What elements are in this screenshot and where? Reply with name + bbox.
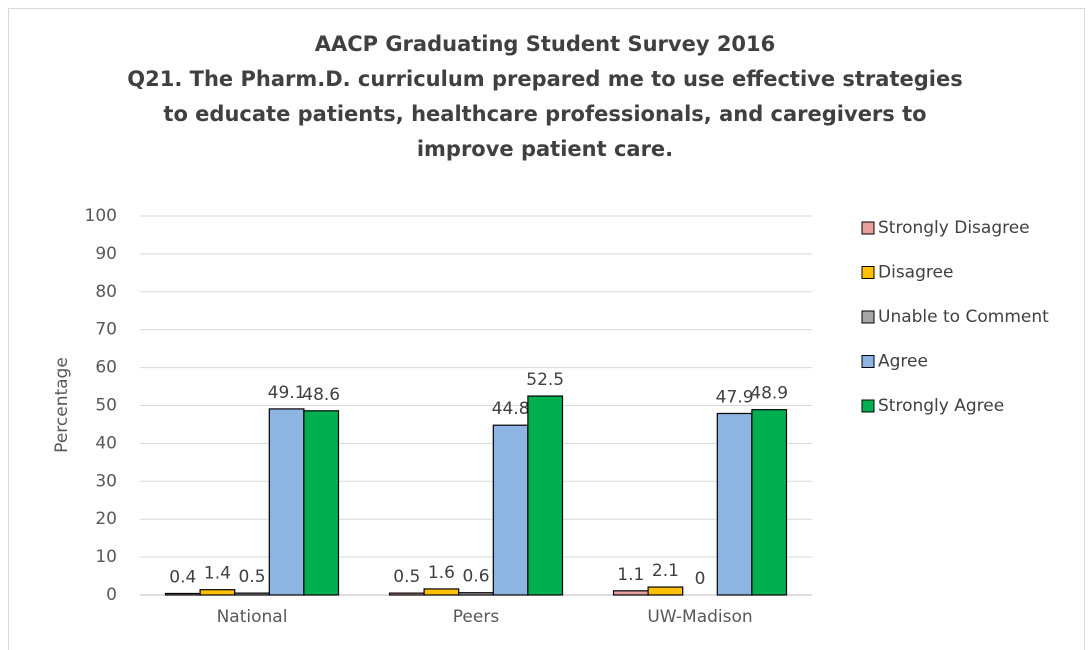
data-label: 2.1 — [652, 561, 679, 581]
bar — [716, 412, 753, 596]
y-tick-label: 10 — [95, 547, 117, 567]
data-label: 52.5 — [526, 370, 564, 390]
bar — [751, 409, 788, 596]
y-axis-label: Percentage — [52, 357, 72, 453]
legend-swatch — [861, 399, 875, 413]
bar — [423, 588, 460, 596]
data-label: 0.4 — [169, 567, 196, 587]
y-tick-label: 40 — [95, 433, 117, 453]
bar — [199, 589, 236, 596]
legend-swatch — [861, 310, 875, 324]
y-tick-label: 80 — [95, 282, 117, 302]
data-label: 47.9 — [716, 387, 754, 407]
y-tick-label: 20 — [95, 509, 117, 529]
y-tick-label: 100 — [85, 206, 117, 226]
data-label: 1.6 — [428, 563, 455, 583]
data-label: 0 — [695, 569, 706, 589]
x-tick-label: National — [217, 607, 288, 627]
bar — [303, 410, 340, 596]
legend-label: Agree — [878, 352, 928, 372]
y-tick-label: 60 — [95, 358, 117, 378]
x-tick-label: UW-Madison — [647, 607, 752, 627]
legend-label: Strongly Disagree — [878, 218, 1030, 238]
chart-subtitle: to educate patients, healthcare professi… — [163, 102, 926, 126]
chart-title: AACP Graduating Student Survey 2016 — [315, 32, 776, 56]
bar — [388, 592, 425, 596]
data-label: 49.1 — [268, 383, 306, 403]
bar — [527, 395, 564, 596]
data-label: 48.6 — [302, 385, 340, 405]
data-label: 48.9 — [750, 384, 788, 404]
data-label: 0.6 — [462, 567, 489, 587]
data-label: 0.5 — [238, 567, 265, 587]
bar — [647, 586, 684, 596]
legend-label: Strongly Agree — [878, 396, 1004, 416]
data-label: 44.8 — [492, 399, 530, 419]
bar — [234, 592, 270, 596]
y-tick-label: 50 — [95, 396, 117, 416]
bar — [612, 590, 649, 596]
y-tick-label: 0 — [106, 585, 117, 605]
chart-subtitle: improve patient care. — [417, 137, 673, 161]
chart-subtitle: Q21. The Pharm.D. curriculum prepared me… — [127, 67, 962, 91]
bar — [458, 592, 494, 596]
data-label: 1.4 — [204, 564, 231, 584]
legend-label: Disagree — [878, 263, 953, 283]
legend-label: Unable to Comment — [878, 307, 1049, 327]
bar — [268, 408, 305, 596]
y-tick-label: 90 — [95, 244, 117, 264]
bar — [492, 424, 529, 596]
legend-swatch — [861, 221, 875, 235]
data-label: 0.5 — [393, 567, 420, 587]
y-tick-label: 70 — [95, 320, 117, 340]
x-tick-label: Peers — [453, 607, 500, 627]
legend-swatch — [861, 355, 875, 368]
legend-swatch — [861, 266, 875, 279]
data-label: 1.1 — [617, 565, 644, 585]
y-tick-label: 30 — [95, 471, 117, 491]
bar — [164, 592, 201, 596]
